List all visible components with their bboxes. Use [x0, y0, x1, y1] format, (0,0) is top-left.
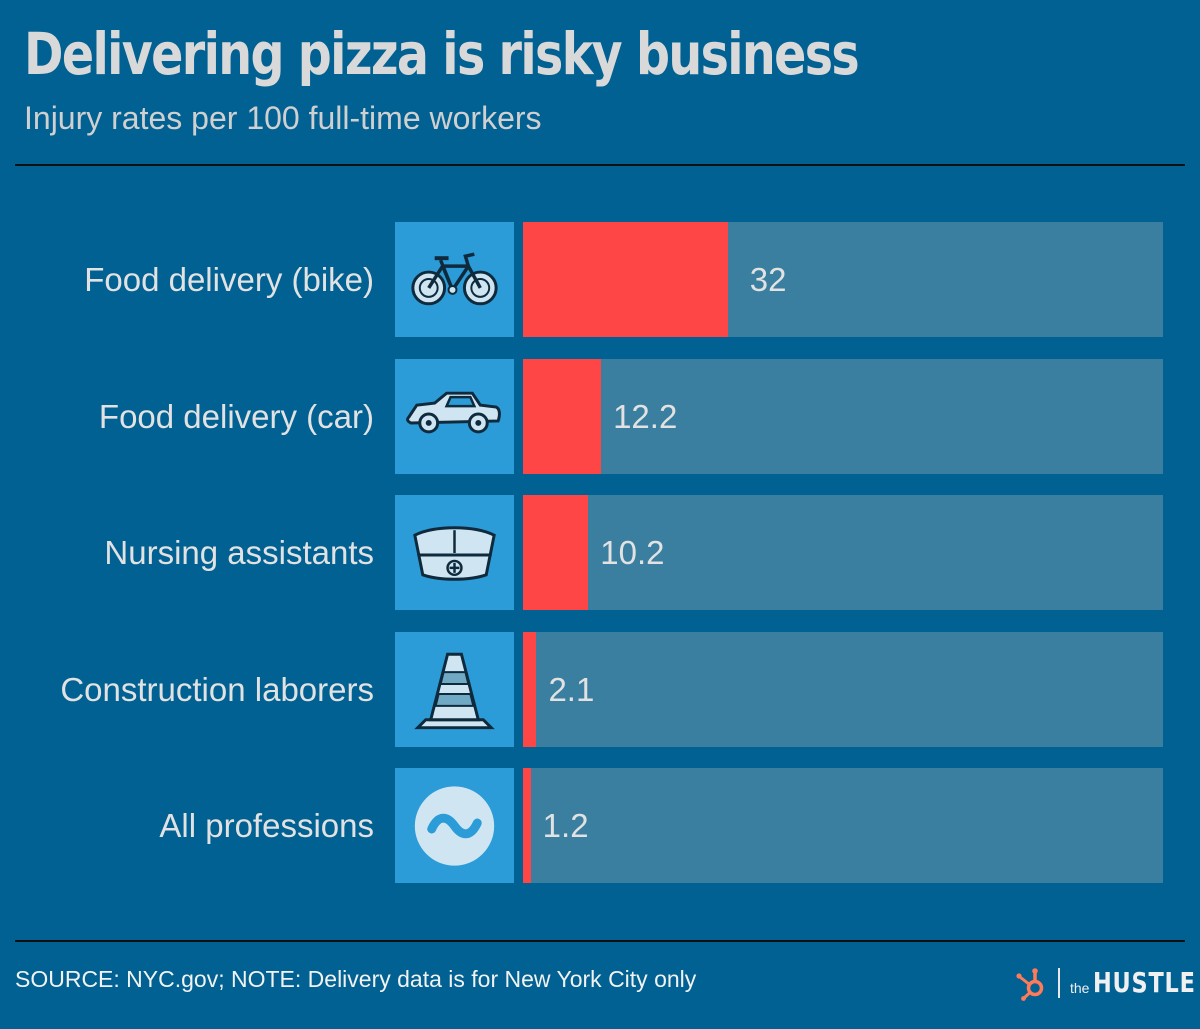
brand-logo: the HUSTLE [1014, 964, 1195, 1004]
brand-the-text: the [1070, 980, 1090, 996]
bar [523, 222, 728, 337]
bar [523, 631, 537, 747]
approximately-icon [414, 786, 495, 866]
top-divider [15, 164, 1185, 166]
icon-tile [395, 768, 514, 883]
icon-tile [395, 631, 514, 747]
car-icon [406, 391, 501, 433]
bar-row-food-delivery-car: Food delivery (car) 12.2 [0, 358, 1200, 474]
icon-tile [395, 495, 514, 610]
brand-name-text: HUSTLE [1093, 966, 1196, 999]
chart-subtitle: Injury rates per 100 full-time workers [24, 100, 542, 136]
nurse-cap-icon [413, 526, 496, 581]
data-label: 10.2 [600, 534, 665, 571]
bar-track: 10.2 [523, 495, 1163, 610]
bar-row-construction-laborers: Construction laborers 2.1 [0, 631, 1200, 747]
bar [523, 358, 602, 474]
bottom-divider [15, 940, 1185, 942]
category-label: Food delivery (bike) [84, 261, 374, 298]
category-label: Food delivery (car) [98, 397, 374, 435]
icon-tile [395, 222, 514, 337]
bar-track: 32 [523, 222, 1163, 337]
bar-track: 12.2 [523, 358, 1163, 474]
data-label: 2.1 [548, 670, 595, 708]
category-label: All professions [159, 807, 374, 844]
brand-separator [1058, 968, 1060, 998]
data-label: 32 [749, 261, 787, 298]
icon-tile [395, 358, 514, 474]
bar-track: 1.2 [523, 768, 1163, 883]
category-label: Construction laborers [60, 670, 374, 708]
bar-row-nursing-assistants: Nursing assistants 10.2 [0, 495, 1200, 610]
bar [523, 768, 531, 883]
category-label: Nursing assistants [104, 534, 374, 571]
traffic-cone-icon [414, 652, 495, 729]
data-label: 12.2 [613, 397, 678, 435]
chart-title: Delivering pizza is risky business [24, 20, 860, 88]
bar-row-food-delivery-bike: Food delivery (bike) 32 [0, 222, 1200, 337]
bar [523, 495, 589, 610]
hubspot-sprocket-icon [1016, 968, 1044, 1001]
source-note: SOURCE: NYC.gov; NOTE: Delivery data is … [15, 966, 697, 992]
bar-row-all-professions: All professions 1.2 [0, 768, 1200, 883]
bar-track: 2.1 [523, 631, 1163, 747]
data-label: 1.2 [542, 807, 589, 844]
bicycle-icon [411, 252, 498, 306]
